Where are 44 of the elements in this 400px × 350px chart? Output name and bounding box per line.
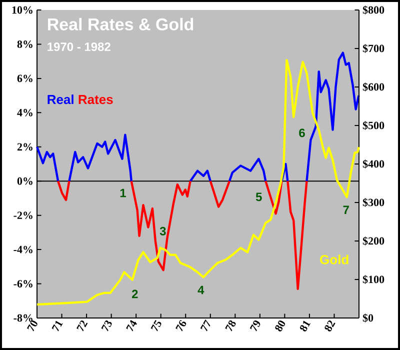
chart-title: Real Rates & Gold (48, 18, 194, 30)
text: Gold (320, 254, 348, 264)
text: 1970 - 1982 (48, 42, 110, 52)
annotation: 3 (160, 226, 166, 236)
y-tick-label: -2% (14, 212, 32, 220)
y-tick-label: 0% (17, 177, 32, 185)
annotation: 4 (198, 286, 204, 294)
y2-tick-label: $500 (362, 121, 384, 130)
y2-tick-label: $100 (362, 275, 384, 284)
annotation: 2 (132, 290, 138, 298)
x-tick-label: 81 (300, 320, 311, 332)
annotation: 1 (120, 188, 126, 198)
y2-tick-label: $600 (362, 82, 384, 92)
x-tick-label: 70 (26, 320, 38, 332)
y-tick-label: -8% (14, 314, 32, 322)
x-tick-label: 77 (200, 320, 210, 332)
y-tick-label: -4% (14, 246, 32, 254)
x-tick-label: 75 (150, 320, 162, 332)
y2-tick-label: $400 (362, 160, 384, 168)
y2-tick-label: $200 (362, 236, 384, 246)
y-tick-label: -6% (14, 280, 32, 288)
annotation: 5 (256, 192, 262, 202)
text: Rates (78, 95, 113, 104)
y-tick-label: 4% (17, 108, 32, 116)
x-tick-label: 73 (101, 320, 112, 332)
x-tick-label: 82 (324, 320, 336, 332)
x-tick-label: 74 (126, 320, 137, 332)
y-tick-label: 8% (17, 40, 32, 48)
y-tick-label: 6% (17, 74, 32, 82)
annotation: 6 (299, 128, 305, 138)
y2-tick-label: $700 (362, 44, 384, 53)
text: Real (48, 94, 74, 104)
x-tick-label: 80 (275, 320, 286, 332)
x-tick-label: 72 (76, 320, 88, 332)
annotation: 7 (343, 206, 349, 214)
y-tick-label: 10% (12, 6, 32, 14)
y-tick-label: 2% (17, 143, 32, 151)
x-tick-label: 78 (225, 320, 236, 332)
x-tick-label: 79 (250, 320, 260, 332)
y2-tick-label: $0 (362, 314, 374, 322)
x-tick-label: 76 (176, 320, 186, 332)
y2-tick-label: $800 (362, 6, 384, 14)
y2-tick-label: $300 (362, 198, 384, 207)
x-tick-label: 71 (52, 320, 63, 332)
